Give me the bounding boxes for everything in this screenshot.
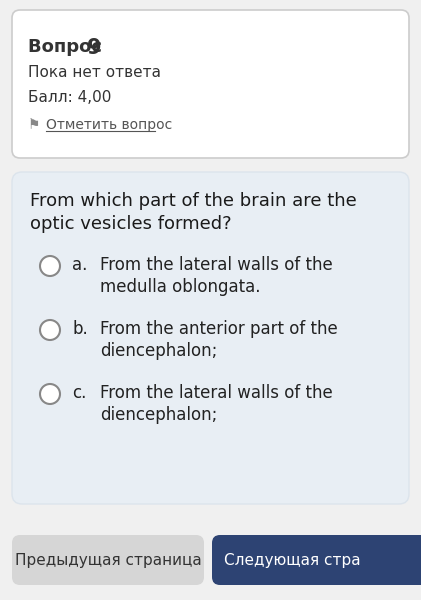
Text: c.: c. — [72, 384, 86, 402]
Text: From which part of the brain are the: From which part of the brain are the — [30, 192, 357, 210]
Text: ⚑: ⚑ — [28, 118, 40, 132]
Text: Балл: 4,00: Балл: 4,00 — [28, 90, 112, 105]
FancyBboxPatch shape — [12, 10, 409, 158]
Text: From the lateral walls of the: From the lateral walls of the — [100, 256, 333, 274]
Text: diencephalon;: diencephalon; — [100, 406, 217, 424]
Text: Предыдущая страница: Предыдущая страница — [15, 553, 201, 568]
Text: diencephalon;: diencephalon; — [100, 342, 217, 360]
FancyBboxPatch shape — [212, 535, 421, 585]
Circle shape — [40, 320, 60, 340]
Text: Следующая стра: Следующая стра — [224, 553, 361, 568]
Text: medulla oblongata.: medulla oblongata. — [100, 278, 261, 296]
Text: optic vesicles formed?: optic vesicles formed? — [30, 215, 232, 233]
Text: From the anterior part of the: From the anterior part of the — [100, 320, 338, 338]
Text: 9: 9 — [87, 38, 101, 58]
Text: From the lateral walls of the: From the lateral walls of the — [100, 384, 333, 402]
Text: b.: b. — [72, 320, 88, 338]
FancyBboxPatch shape — [12, 535, 204, 585]
Circle shape — [40, 256, 60, 276]
Text: Вопрос: Вопрос — [28, 38, 108, 56]
Circle shape — [40, 384, 60, 404]
FancyBboxPatch shape — [12, 172, 409, 504]
Text: a.: a. — [72, 256, 88, 274]
Text: Отметить вопрос: Отметить вопрос — [46, 118, 172, 132]
Text: Пока нет ответа: Пока нет ответа — [28, 65, 161, 80]
